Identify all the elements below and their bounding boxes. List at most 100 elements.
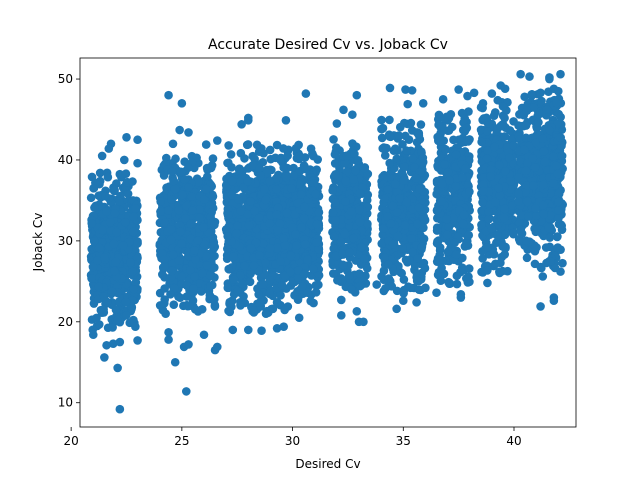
data-point — [254, 290, 263, 299]
data-point — [258, 280, 268, 289]
data-point — [545, 125, 554, 135]
data-point — [551, 161, 561, 171]
data-point — [359, 163, 369, 173]
data-point — [195, 213, 204, 223]
data-point — [190, 254, 200, 264]
data-point — [558, 258, 567, 268]
data-point — [395, 193, 405, 203]
data-point — [412, 298, 421, 307]
data-point — [483, 266, 492, 275]
data-point — [114, 197, 124, 206]
data-point — [352, 306, 362, 316]
data-point — [128, 177, 137, 186]
data-point — [233, 221, 243, 231]
data-point — [495, 267, 504, 276]
data-point — [102, 207, 111, 216]
data-point — [528, 153, 538, 163]
data-point — [286, 267, 295, 277]
data-point — [113, 363, 122, 373]
data-point — [521, 121, 531, 130]
data-point — [223, 232, 232, 241]
data-point — [246, 197, 255, 206]
data-point — [421, 283, 430, 293]
data-point — [338, 260, 348, 270]
data-point — [133, 239, 142, 248]
data-point — [115, 404, 125, 414]
data-point — [168, 139, 178, 149]
data-point — [227, 190, 237, 200]
data-point — [413, 219, 422, 229]
data-point — [118, 241, 128, 250]
data-point — [300, 202, 309, 212]
data-point — [336, 237, 346, 247]
data-point — [109, 239, 119, 249]
data-point — [169, 300, 179, 309]
data-point — [265, 176, 275, 186]
data-point — [255, 298, 265, 307]
data-point — [503, 266, 512, 276]
data-point — [174, 256, 184, 265]
data-point — [536, 302, 545, 311]
data-point — [408, 247, 417, 257]
data-point — [549, 152, 558, 161]
data-point — [309, 178, 319, 188]
data-point — [344, 271, 354, 280]
data-point — [261, 195, 271, 205]
data-point — [464, 230, 474, 240]
data-point — [529, 181, 538, 190]
data-point — [380, 253, 390, 263]
data-point — [415, 184, 424, 194]
data-point — [432, 288, 441, 297]
data-point — [100, 353, 109, 362]
data-point — [462, 239, 471, 248]
data-point — [384, 260, 393, 269]
data-point — [281, 172, 291, 182]
data-point — [498, 102, 508, 111]
data-point — [229, 275, 239, 284]
data-point — [176, 227, 185, 237]
data-point — [208, 154, 218, 163]
data-point — [258, 239, 268, 248]
data-point — [432, 238, 442, 248]
data-point — [340, 229, 350, 239]
data-point — [385, 158, 394, 168]
data-point — [245, 277, 255, 287]
data-point — [534, 118, 543, 127]
data-point — [498, 242, 508, 251]
data-point — [363, 219, 372, 229]
data-point — [432, 226, 442, 235]
data-point — [110, 209, 120, 218]
data-point — [420, 263, 430, 273]
data-point — [483, 118, 492, 128]
data-point — [164, 335, 173, 344]
data-point — [286, 251, 296, 261]
data-point — [465, 187, 474, 196]
data-point — [161, 309, 170, 319]
data-point — [521, 166, 531, 176]
data-point — [401, 85, 410, 94]
data-point — [459, 210, 469, 220]
data-point — [198, 268, 207, 278]
data-point — [355, 189, 365, 198]
data-point — [490, 142, 499, 152]
data-point — [313, 155, 323, 164]
data-point — [482, 127, 492, 136]
data-point — [443, 247, 453, 257]
data-point — [121, 169, 131, 178]
data-point — [451, 181, 461, 191]
data-point — [330, 150, 340, 159]
data-point — [190, 246, 199, 255]
data-point — [399, 285, 409, 295]
data-point — [212, 342, 222, 352]
data-point — [495, 190, 505, 200]
data-point — [537, 216, 546, 226]
data-point — [391, 179, 400, 189]
data-point — [280, 225, 290, 235]
data-point — [342, 151, 351, 160]
data-point — [440, 114, 450, 123]
data-point — [509, 141, 518, 150]
data-point — [183, 163, 193, 172]
data-point — [538, 200, 548, 210]
data-point — [487, 223, 496, 233]
